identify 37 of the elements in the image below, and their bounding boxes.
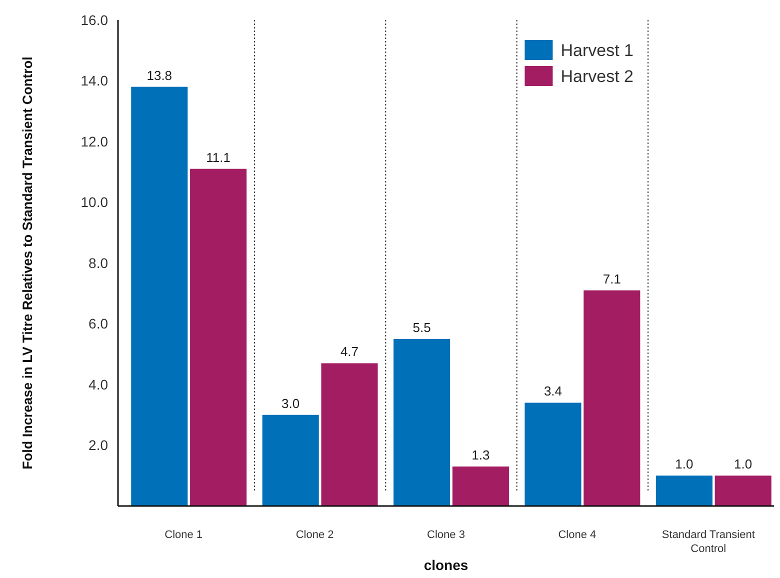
bar bbox=[321, 363, 378, 506]
x-tick-label: Standard Transient Control bbox=[662, 529, 755, 555]
x-axis-title: clones bbox=[424, 557, 468, 573]
y-axis-title: Fold Increase in LV Titre Relatives to Standard Transient Control bbox=[20, 56, 35, 470]
data-label: 1.0 bbox=[675, 456, 694, 472]
data-label: 1.0 bbox=[734, 456, 752, 472]
legend-label: Harvest 1 bbox=[560, 40, 634, 60]
x-tick-label: Clone 4 bbox=[558, 529, 596, 541]
bar bbox=[656, 476, 712, 506]
data-label: 3.4 bbox=[544, 384, 562, 399]
bar bbox=[714, 476, 772, 506]
bar bbox=[394, 338, 450, 506]
bar bbox=[524, 402, 582, 506]
data-label: 11.1 bbox=[206, 150, 230, 165]
bar bbox=[452, 466, 509, 506]
x-tick-label: Clone 2 bbox=[296, 529, 334, 541]
y-tick-label: 4.0 bbox=[88, 376, 108, 392]
bar bbox=[262, 414, 319, 506]
y-tick-label: 12.0 bbox=[80, 133, 108, 150]
bar bbox=[584, 290, 640, 506]
y-tick-label: 2.0 bbox=[88, 437, 108, 454]
data-label: 1.3 bbox=[472, 448, 490, 463]
bar bbox=[190, 168, 247, 506]
data-label: 3.0 bbox=[282, 396, 300, 411]
bar bbox=[131, 86, 188, 506]
data-label: 5.5 bbox=[412, 320, 431, 335]
x-tick-label: Clone 1 bbox=[164, 529, 203, 541]
y-tick-label: 10.0 bbox=[80, 194, 108, 210]
legend-label: Harvest 2 bbox=[560, 66, 634, 86]
y-tick-label: 6.0 bbox=[88, 316, 108, 332]
data-label: 4.7 bbox=[340, 344, 359, 360]
y-tick-label: 8.0 bbox=[88, 254, 108, 271]
data-label: 7.1 bbox=[602, 271, 621, 286]
y-tick-label: 14.0 bbox=[80, 72, 108, 89]
y-tick-label: 16.0 bbox=[80, 12, 108, 28]
x-tick-label: Clone 3 bbox=[427, 529, 465, 541]
data-label: 13.8 bbox=[146, 68, 172, 83]
